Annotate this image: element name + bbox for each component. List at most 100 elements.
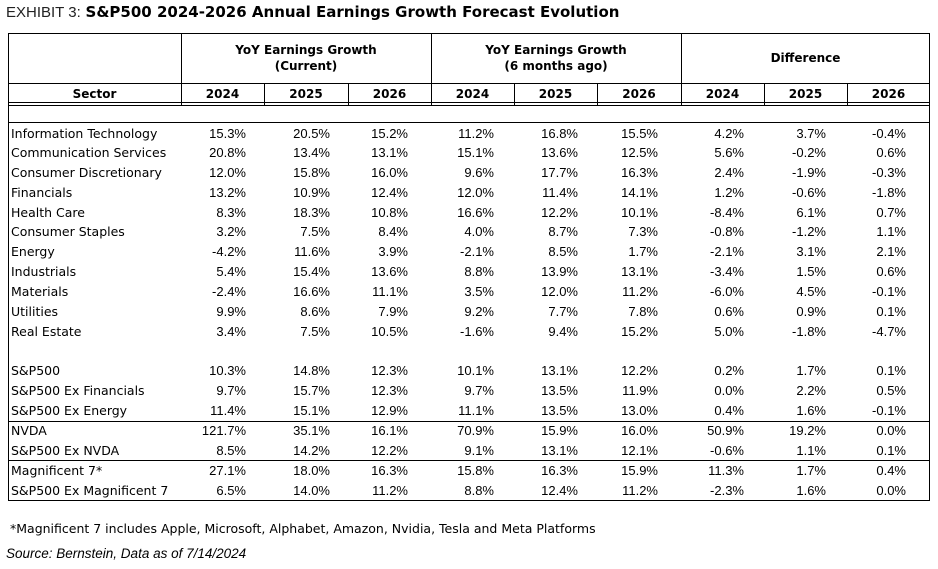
table-cell: 20.5%: [293, 126, 330, 141]
row-label: Consumer Staples: [11, 224, 125, 239]
row-label: Utilities: [11, 304, 59, 319]
table-cell: 1.7%: [796, 363, 826, 378]
row-label: Information Technology: [11, 126, 158, 141]
table-cell: 0.4%: [714, 403, 744, 418]
col-rule: [264, 83, 265, 106]
table-cell: 16.6%: [457, 205, 494, 220]
table-cell: 0.7%: [876, 205, 906, 220]
group-header-prior-line2: (6 months ago): [504, 59, 608, 73]
table-cell: 10.1%: [457, 363, 494, 378]
table-cell: 5.6%: [714, 145, 744, 160]
table-cell: 0.2%: [714, 363, 744, 378]
table-cell: 15.7%: [293, 383, 330, 398]
table-cell: -1.9%: [792, 165, 826, 180]
table-cell: 9.4%: [548, 324, 578, 339]
table-cell: 12.5%: [621, 145, 658, 160]
table-cell: 12.0%: [457, 185, 494, 200]
table-cell: 12.2%: [541, 205, 578, 220]
year-header: 2024: [205, 87, 240, 101]
table-cell: 1.2%: [714, 185, 744, 200]
sector-header: Sector: [72, 87, 117, 101]
col-rule: [847, 83, 848, 106]
table-cell: 7.8%: [628, 304, 658, 319]
table-cell: 15.8%: [293, 165, 330, 180]
table-cell: 0.1%: [876, 363, 906, 378]
table-cell: 10.3%: [209, 363, 246, 378]
table-cell: 3.2%: [216, 224, 246, 239]
row-label: S&P500: [11, 363, 61, 378]
col-rule: [431, 33, 432, 106]
nvda-rule: [8, 421, 930, 422]
table-cell: 8.4%: [378, 224, 408, 239]
group-header-difference: Difference: [770, 51, 841, 65]
table-cell: -0.3%: [872, 165, 906, 180]
year-row-rule-double: [8, 105, 930, 106]
table-cell: 18.3%: [293, 205, 330, 220]
table-cell: -0.4%: [872, 126, 906, 141]
year-header: 2026: [622, 87, 656, 101]
table-cell: 11.4%: [542, 185, 578, 200]
year-header: 2026: [871, 87, 906, 101]
table-cell: 8.7%: [548, 224, 578, 239]
mag7-rule: [8, 460, 930, 461]
year-header: 2024: [705, 87, 740, 101]
table-cell: 13.1%: [371, 145, 408, 160]
table-cell: 13.5%: [541, 383, 578, 398]
year-header: 2025: [538, 87, 573, 101]
group-header-prior: YoY Earnings Growth (6 months ago): [431, 42, 681, 74]
table-cell: -0.6%: [792, 185, 826, 200]
table-cell: 15.1%: [457, 145, 494, 160]
table-cell: 12.1%: [621, 443, 658, 458]
table-cell: 7.9%: [378, 304, 408, 319]
table-cell: 15.4%: [293, 264, 330, 279]
table-cell: 7.5%: [300, 324, 330, 339]
table-cell: 1.1%: [876, 224, 906, 239]
table-cell: 0.1%: [876, 443, 906, 458]
table-cell: -1.8%: [792, 324, 826, 339]
table-cell: 14.2%: [293, 443, 330, 458]
row-label: S&P500 Ex NVDA: [11, 443, 120, 458]
table-cell: 8.3%: [216, 205, 246, 220]
table-cell: 0.9%: [796, 304, 826, 319]
table-cell: 16.8%: [541, 126, 578, 141]
group-header-current: YoY Earnings Growth (Current): [181, 42, 431, 74]
table-cell: 18.0%: [293, 463, 330, 478]
table-cell: 10.1%: [621, 205, 658, 220]
table-cell: 6.5%: [216, 483, 246, 498]
table-cell: 15.8%: [457, 463, 494, 478]
group-header-current-line2: (Current): [274, 59, 338, 73]
exhibit-title: EXHIBIT 3: S&P500 2024-2026 Annual Earni…: [6, 3, 619, 21]
footnote: *Magnificent 7 includes Apple, Microsoft…: [10, 521, 596, 536]
table-cell: 15.3%: [209, 126, 246, 141]
table-cell: 16.1%: [371, 423, 408, 438]
table-cell: 3.7%: [796, 126, 826, 141]
table-cell: 2.1%: [876, 244, 906, 259]
col-rule: [181, 33, 182, 106]
table-cell: 9.9%: [216, 304, 246, 319]
table-cell: 11.9%: [622, 383, 658, 398]
table-cell: 1.6%: [796, 403, 826, 418]
table-cell: 50.9%: [707, 423, 744, 438]
table-cell: 7.3%: [628, 224, 658, 239]
table-cell: 9.6%: [464, 165, 494, 180]
table-cell: 8.5%: [548, 244, 578, 259]
table-cell: 15.9%: [621, 463, 658, 478]
table-cell: 8.8%: [464, 483, 494, 498]
table-cell: 35.1%: [293, 423, 330, 438]
table-cell: 0.6%: [876, 145, 906, 160]
table-cell: 12.4%: [541, 483, 578, 498]
table-cell: 1.1%: [796, 443, 826, 458]
table-cell: 17.7%: [541, 165, 578, 180]
table-cell: 1.7%: [628, 244, 658, 259]
table-cell: 3.9%: [378, 244, 408, 259]
table-cell: 1.5%: [796, 264, 826, 279]
table-cell: 13.6%: [371, 264, 408, 279]
table-cell: -2.3%: [710, 483, 744, 498]
year-header: 2025: [289, 87, 323, 101]
table-cell: -1.6%: [460, 324, 494, 339]
table-cell: 3.1%: [796, 244, 826, 259]
table-cell: 1.7%: [796, 463, 826, 478]
exhibit-main-title: S&P500 2024-2026 Annual Earnings Growth …: [85, 3, 620, 21]
table-cell: 9.2%: [464, 304, 494, 319]
row-label: Energy: [11, 244, 55, 259]
